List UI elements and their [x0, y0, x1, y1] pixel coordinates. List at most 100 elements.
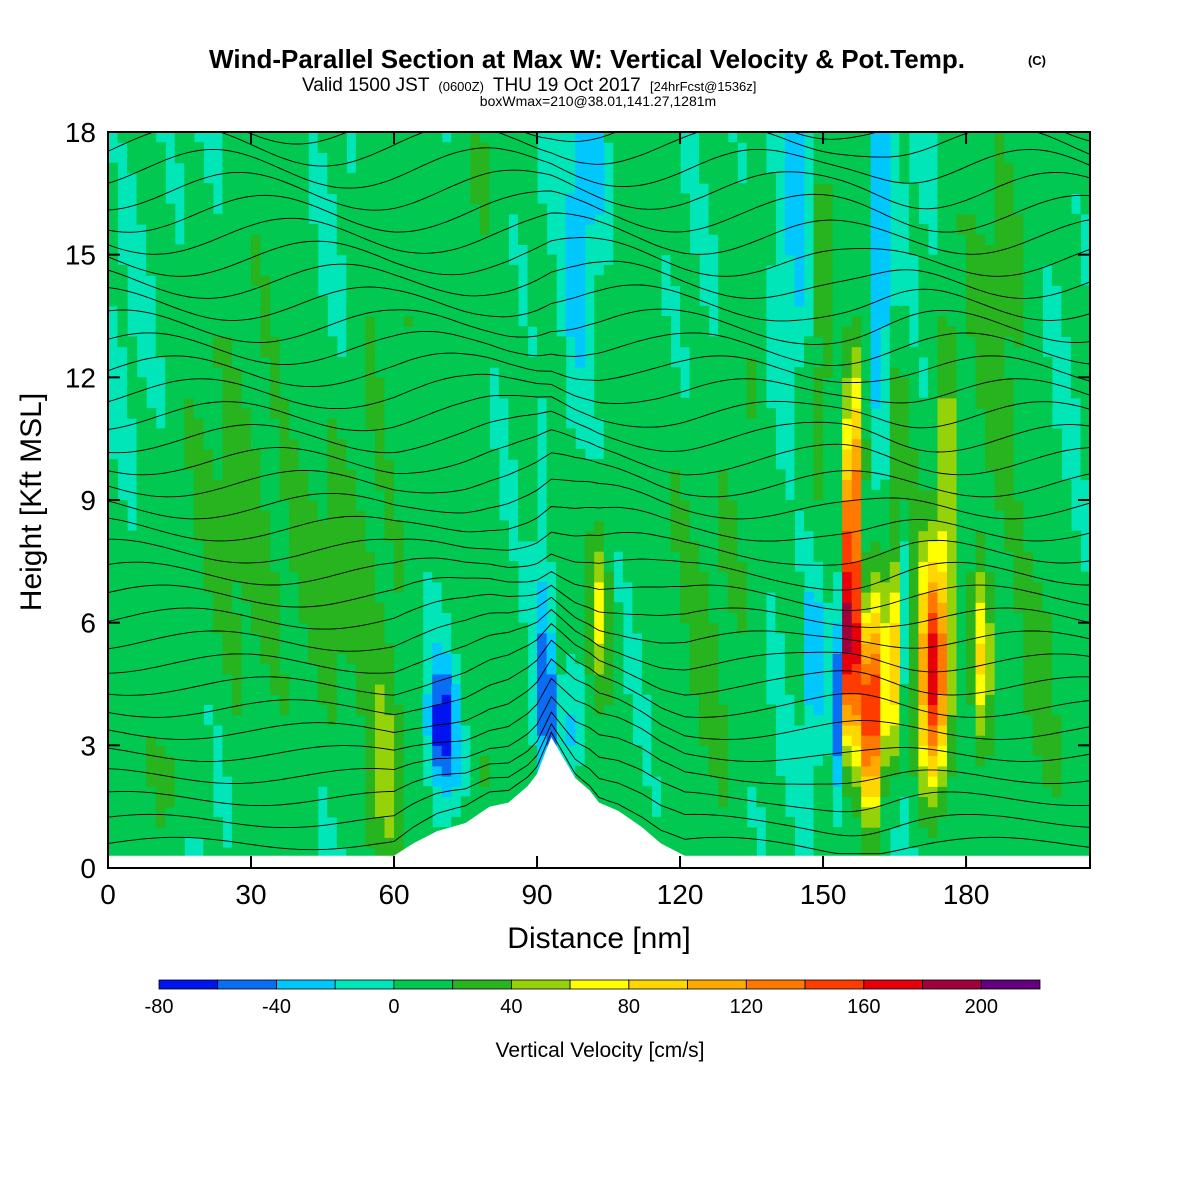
velocity-cell	[403, 643, 414, 654]
velocity-cell	[498, 776, 509, 787]
velocity-cell	[861, 346, 872, 358]
velocity-cell	[241, 796, 252, 808]
velocity-cell	[985, 684, 996, 695]
velocity-cell	[603, 346, 614, 358]
velocity-cell	[699, 602, 710, 613]
velocity-cell	[832, 500, 843, 511]
velocity-cell	[708, 479, 719, 491]
velocity-cell	[1004, 796, 1015, 808]
velocity-cell	[270, 776, 281, 787]
velocity-cell	[1051, 806, 1062, 818]
velocity-cell	[298, 827, 309, 838]
velocity-cell	[1080, 346, 1090, 358]
velocity-cell	[355, 397, 366, 409]
velocity-cell	[966, 305, 977, 317]
velocity-cell	[947, 367, 958, 378]
velocity-cell	[460, 602, 471, 613]
velocity-cell	[355, 479, 366, 491]
velocity-cell	[718, 714, 729, 726]
velocity-cell	[927, 714, 938, 726]
velocity-cell	[174, 326, 185, 337]
velocity-cell	[966, 724, 977, 736]
velocity-cell	[327, 796, 338, 808]
velocity-cell	[889, 663, 900, 675]
velocity-cell	[641, 796, 652, 808]
velocity-cell	[661, 755, 672, 767]
velocity-cell	[975, 714, 986, 726]
velocity-cell	[889, 520, 900, 532]
velocity-cell	[355, 714, 366, 726]
velocity-cell	[966, 356, 977, 368]
velocity-cell	[842, 346, 853, 358]
velocity-cell	[1032, 765, 1043, 777]
velocity-cell	[851, 602, 862, 613]
velocity-cell	[127, 336, 138, 348]
velocity-cell	[889, 735, 900, 746]
velocity-cell	[756, 663, 767, 675]
velocity-cell	[365, 653, 376, 665]
velocity-cell	[880, 827, 891, 838]
velocity-cell	[251, 643, 262, 654]
velocity-cell	[594, 561, 605, 573]
velocity-cell	[165, 479, 176, 491]
velocity-cell	[489, 673, 500, 685]
velocity-cell	[985, 612, 996, 624]
velocity-cell	[985, 356, 996, 368]
velocity-cell	[603, 387, 614, 399]
velocity-cell	[861, 326, 872, 337]
velocity-cell	[832, 356, 843, 368]
velocity-cell	[632, 520, 643, 532]
velocity-cell	[880, 571, 891, 583]
velocity-cell	[231, 408, 242, 419]
velocity-cell	[546, 377, 557, 389]
velocity-cell	[975, 469, 986, 481]
velocity-cell	[575, 459, 586, 470]
velocity-cell	[1042, 837, 1053, 849]
velocity-cell	[937, 724, 948, 736]
velocity-cell	[1061, 786, 1072, 797]
velocity-cell	[289, 653, 300, 665]
velocity-cell	[1042, 520, 1053, 532]
velocity-cell	[470, 796, 481, 808]
velocity-cell	[365, 540, 376, 552]
velocity-cell	[1013, 387, 1024, 399]
velocity-cell	[956, 847, 967, 859]
velocity-cell	[994, 765, 1005, 777]
velocity-cell	[937, 694, 948, 705]
velocity-cell	[889, 377, 900, 389]
velocity-cell	[108, 796, 119, 808]
velocity-cell	[546, 663, 557, 675]
velocity-cell	[641, 418, 652, 429]
velocity-cell	[708, 336, 719, 348]
velocity-cell	[498, 704, 509, 716]
velocity-cell	[613, 418, 624, 429]
velocity-cell	[680, 694, 691, 705]
velocity-cell	[298, 724, 309, 736]
velocity-cell	[231, 714, 242, 726]
velocity-cell	[670, 612, 681, 624]
velocity-cell	[270, 724, 281, 736]
velocity-cell	[947, 632, 958, 644]
velocity-cell	[632, 765, 643, 777]
velocity-cell	[689, 765, 700, 777]
velocity-cell	[289, 847, 300, 859]
velocity-cell	[394, 837, 405, 849]
velocity-cell	[870, 776, 881, 787]
velocity-cell	[699, 806, 710, 818]
velocity-cell	[680, 632, 691, 644]
velocity-cell	[1032, 479, 1043, 491]
velocity-cell	[193, 479, 204, 491]
velocity-cell	[231, 776, 242, 787]
velocity-cell	[994, 561, 1005, 573]
velocity-cell	[651, 479, 662, 491]
velocity-cell	[765, 796, 776, 808]
velocity-cell	[1013, 459, 1024, 470]
velocity-cell	[422, 786, 433, 797]
velocity-cell	[470, 510, 481, 521]
velocity-cell	[518, 479, 529, 491]
velocity-cell	[212, 653, 223, 665]
velocity-cell	[489, 694, 500, 705]
velocity-cell	[537, 622, 548, 634]
velocity-cell	[127, 387, 138, 399]
velocity-cell	[308, 663, 319, 675]
